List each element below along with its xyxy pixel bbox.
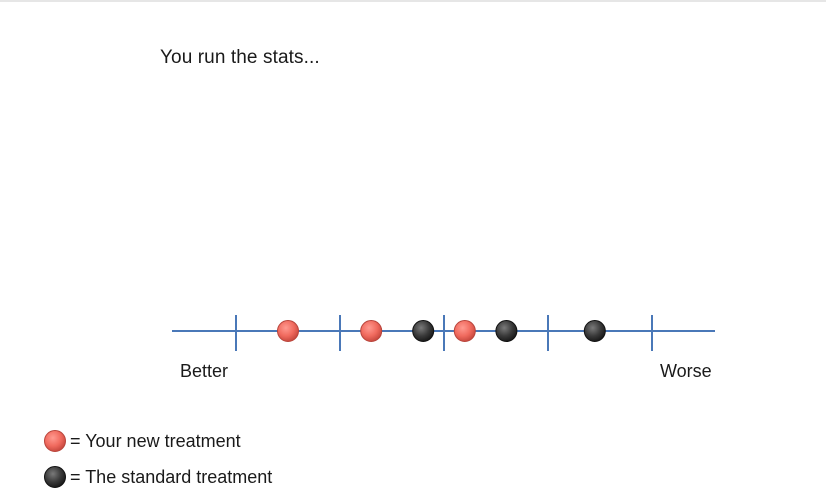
axis-ticks	[235, 315, 653, 351]
dark-circle-icon	[44, 466, 66, 488]
legend-item-standard-treatment: = The standard treatment	[42, 464, 272, 490]
slide-title: You run the stats...	[160, 47, 320, 68]
legend-item-new-treatment: = Your new treatment	[42, 428, 241, 454]
axis-label-better: Better	[180, 361, 229, 381]
point-new-treatment	[277, 320, 299, 342]
point-standard-treatment	[495, 320, 518, 342]
axis-label-worse: Worse	[660, 361, 712, 381]
legend-label-standard: = The standard treatment	[70, 466, 273, 487]
legend-label-new: = Your new treatment	[70, 430, 241, 451]
top-border	[0, 0, 826, 2]
point-standard-treatment	[583, 320, 606, 342]
point-new-treatment	[360, 320, 383, 342]
point-new-treatment	[453, 320, 476, 342]
red-circle-icon	[44, 430, 66, 452]
data-points	[277, 320, 606, 342]
point-standard-treatment	[412, 320, 435, 342]
